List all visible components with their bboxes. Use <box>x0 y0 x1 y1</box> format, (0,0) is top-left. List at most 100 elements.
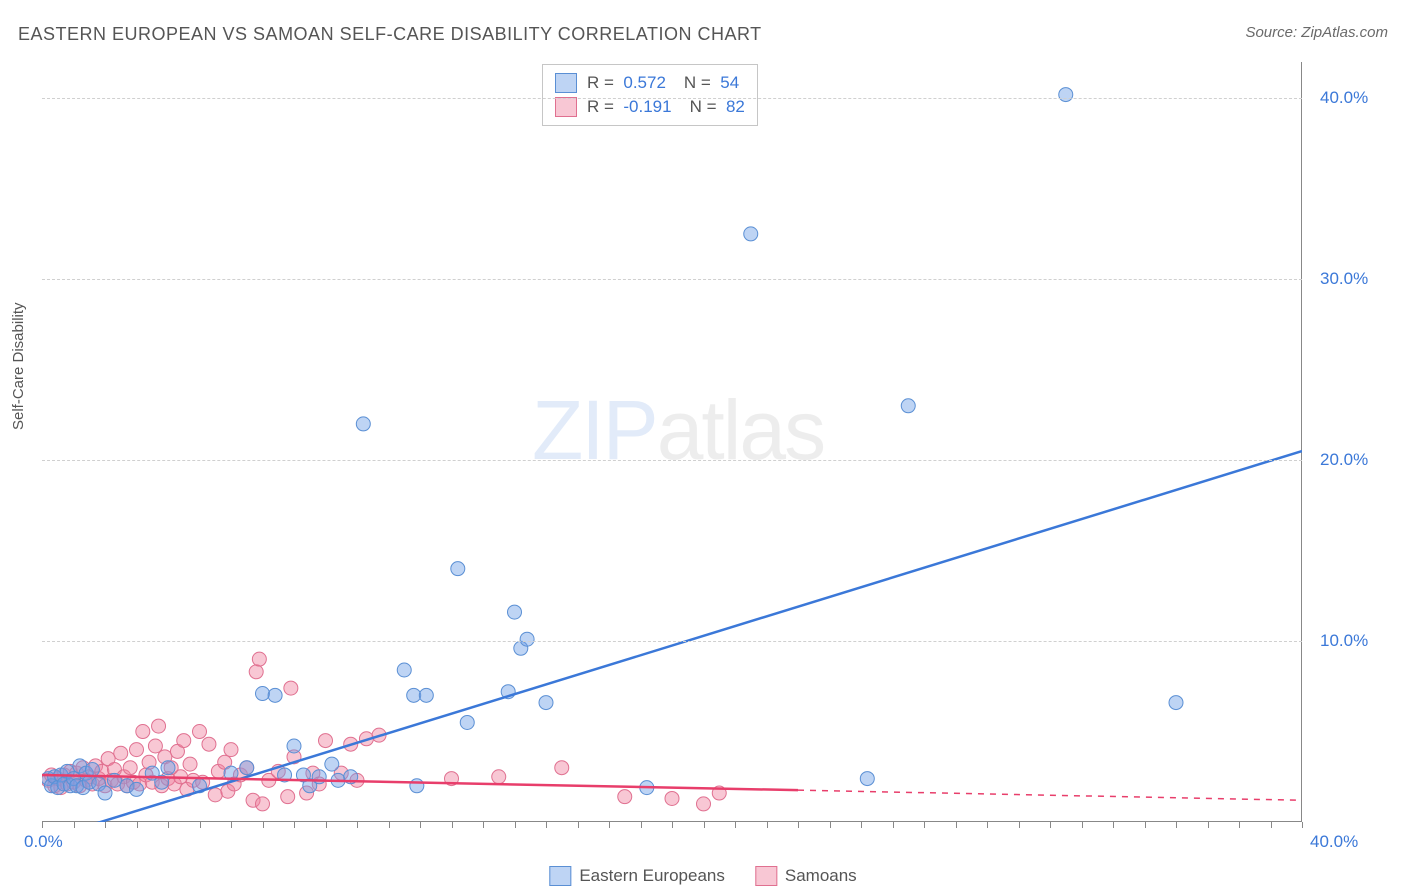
data-point <box>407 688 421 702</box>
data-point <box>744 227 758 241</box>
data-point <box>98 786 112 800</box>
data-point <box>1059 88 1073 102</box>
data-point <box>539 696 553 710</box>
data-point <box>325 757 339 771</box>
data-point <box>152 719 166 733</box>
x-tick <box>263 822 264 828</box>
legend-swatch <box>555 73 577 93</box>
y-tick-label: 20.0% <box>1320 450 1368 470</box>
x-tick <box>924 822 925 828</box>
data-point <box>665 791 679 805</box>
x-tick <box>861 822 862 828</box>
trend-line-extrapolated <box>798 790 1302 800</box>
data-point <box>410 779 424 793</box>
x-tick <box>1176 822 1177 828</box>
x-end-label: 40.0% <box>1310 832 1358 852</box>
x-tick <box>609 822 610 828</box>
x-tick <box>893 822 894 828</box>
legend-swatch <box>755 866 777 886</box>
x-tick <box>987 822 988 828</box>
data-point <box>451 562 465 576</box>
x-tick <box>1239 822 1240 828</box>
data-point <box>618 790 632 804</box>
x-tick <box>515 822 516 828</box>
y-axis-label: Self-Care Disability <box>10 302 27 430</box>
x-tick <box>137 822 138 828</box>
data-point <box>356 417 370 431</box>
legend-r-label: R = 0.572 <box>587 73 666 93</box>
series-legend: Eastern Europeans Samoans <box>549 866 856 886</box>
x-tick <box>452 822 453 828</box>
r-value: 0.572 <box>623 73 666 92</box>
legend-label: Eastern Europeans <box>579 866 725 886</box>
grid-line <box>42 641 1302 642</box>
data-point <box>114 746 128 760</box>
x-tick <box>641 822 642 828</box>
chart-title: EASTERN EUROPEAN VS SAMOAN SELF-CARE DIS… <box>18 24 762 45</box>
x-tick <box>483 822 484 828</box>
data-point <box>284 681 298 695</box>
data-point <box>555 761 569 775</box>
x-tick <box>1082 822 1083 828</box>
x-tick <box>420 822 421 828</box>
x-tick <box>704 822 705 828</box>
grid-line <box>42 460 1302 461</box>
r-value: -0.191 <box>623 97 671 116</box>
data-point <box>183 757 197 771</box>
trend-line <box>42 451 1302 840</box>
y-tick-label: 10.0% <box>1320 631 1368 651</box>
n-value: 54 <box>720 73 739 92</box>
x-tick <box>1050 822 1051 828</box>
chart-svg <box>42 62 1302 822</box>
x-tick <box>1302 822 1303 828</box>
legend-n-label: N = 82 <box>690 97 745 117</box>
grid-line <box>42 98 1302 99</box>
data-point <box>397 663 411 677</box>
legend-item: Samoans <box>755 866 857 886</box>
x-tick <box>74 822 75 828</box>
x-tick <box>1145 822 1146 828</box>
y-tick-label: 30.0% <box>1320 269 1368 289</box>
x-tick <box>1208 822 1209 828</box>
x-tick <box>798 822 799 828</box>
data-point <box>860 772 874 786</box>
data-point <box>268 688 282 702</box>
legend-label: Samoans <box>785 866 857 886</box>
data-point <box>161 761 175 775</box>
data-point <box>508 605 522 619</box>
x-tick <box>357 822 358 828</box>
data-point <box>697 797 711 811</box>
n-value: 82 <box>726 97 745 116</box>
data-point <box>202 737 216 751</box>
data-point <box>1169 696 1183 710</box>
data-point <box>249 665 263 679</box>
data-point <box>130 782 144 796</box>
legend-row: R = 0.572 N = 54 <box>555 71 745 95</box>
data-point <box>901 399 915 413</box>
data-point <box>136 725 150 739</box>
correlation-legend: R = 0.572N = 54R = -0.191N = 82 <box>542 64 758 126</box>
data-point <box>319 734 333 748</box>
data-point <box>240 761 254 775</box>
data-point <box>281 790 295 804</box>
data-point <box>177 734 191 748</box>
legend-swatch <box>555 97 577 117</box>
data-point <box>85 763 99 777</box>
source-attribution: Source: ZipAtlas.com <box>1245 24 1388 41</box>
grid-line <box>42 279 1302 280</box>
data-point <box>520 632 534 646</box>
x-tick <box>105 822 106 828</box>
legend-swatch <box>549 866 571 886</box>
x-tick <box>1019 822 1020 828</box>
data-point <box>123 761 137 775</box>
x-tick <box>231 822 232 828</box>
x-tick <box>672 822 673 828</box>
data-point <box>130 743 144 757</box>
legend-n-label: N = 54 <box>684 73 739 93</box>
data-point <box>419 688 433 702</box>
data-point <box>460 715 474 729</box>
data-point <box>224 743 238 757</box>
x-tick <box>1271 822 1272 828</box>
x-origin-label: 0.0% <box>24 832 63 852</box>
data-point <box>256 687 270 701</box>
